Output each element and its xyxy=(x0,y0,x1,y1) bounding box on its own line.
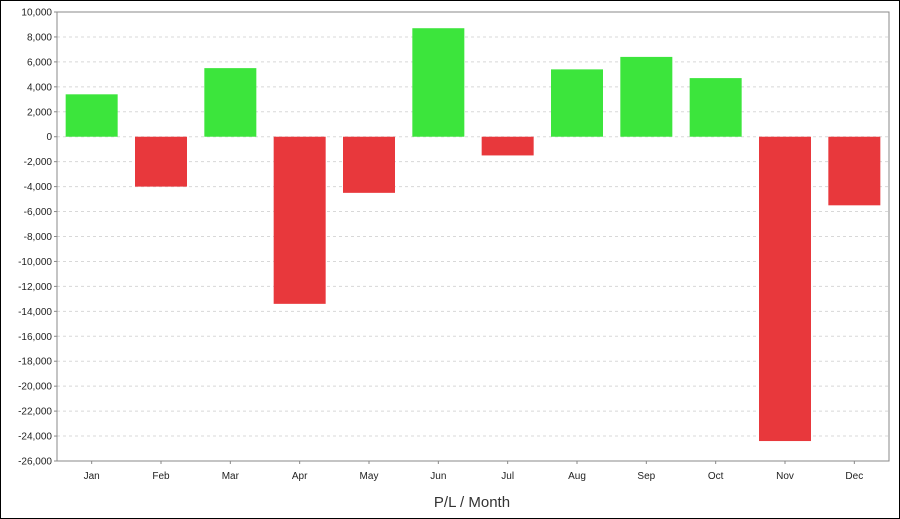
bar-may xyxy=(343,136,395,193)
bar-feb xyxy=(135,136,187,187)
x-tick-label: Jun xyxy=(430,471,446,482)
y-tick-label: -22,000 xyxy=(18,407,52,418)
x-tick-label: Sep xyxy=(637,471,655,482)
bar-jul xyxy=(481,136,534,156)
y-tick-label: -18,000 xyxy=(18,357,52,368)
y-tick-label: -8,000 xyxy=(24,232,53,243)
x-tick-label: May xyxy=(360,471,379,482)
y-tick-label: 8,000 xyxy=(27,32,52,43)
x-tick-label: Aug xyxy=(568,471,586,482)
bar-jun xyxy=(412,28,465,137)
bars xyxy=(65,28,881,442)
x-axis: Jan Feb Mar Apr May Jun Jul Aug Sep Oct Nov Dec xyxy=(84,461,863,482)
bar-nov xyxy=(759,136,811,442)
bar-jan xyxy=(65,94,118,137)
y-tick-label: 2,000 xyxy=(27,107,52,118)
x-tick-label: Mar xyxy=(222,471,240,482)
y-axis: 10,000 8,000 6,000 4,000 2,000 0 -2,000 -4,000 -… xyxy=(18,8,57,468)
y-tick-label: 4,000 xyxy=(27,82,52,93)
y-tick-label: -16,000 xyxy=(18,332,52,343)
y-tick-label: -14,000 xyxy=(18,307,52,318)
x-tick-label: Nov xyxy=(776,471,794,482)
y-tick-label: -10,000 xyxy=(18,257,52,268)
x-tick-label: Feb xyxy=(152,471,170,482)
x-tick-label: Apr xyxy=(292,471,308,482)
y-tick-label: -12,000 xyxy=(18,282,52,293)
x-tick-label: Jan xyxy=(84,471,100,482)
y-tick-label: -2,000 xyxy=(24,157,53,168)
y-tick-label: 10,000 xyxy=(21,8,52,19)
y-tick-label: 6,000 xyxy=(27,57,52,68)
y-tick-label: -20,000 xyxy=(18,382,52,393)
y-tick-label: 0 xyxy=(46,132,52,143)
x-tick-label: Jul xyxy=(501,471,514,482)
bar-mar xyxy=(204,68,257,137)
y-tick-label: -4,000 xyxy=(24,182,53,193)
x-tick-label: Oct xyxy=(708,471,724,482)
x-tick-label: Dec xyxy=(845,471,863,482)
x-axis-title: P/L / Month xyxy=(434,494,510,511)
y-tick-label: -6,000 xyxy=(24,207,53,218)
bar-sep xyxy=(620,56,673,137)
y-tick-label: -24,000 xyxy=(18,432,52,443)
bar-oct xyxy=(689,78,742,137)
bar-apr xyxy=(273,136,326,304)
bar-aug xyxy=(551,69,603,137)
bar-dec xyxy=(828,136,881,206)
y-tick-label: -26,000 xyxy=(18,457,52,468)
